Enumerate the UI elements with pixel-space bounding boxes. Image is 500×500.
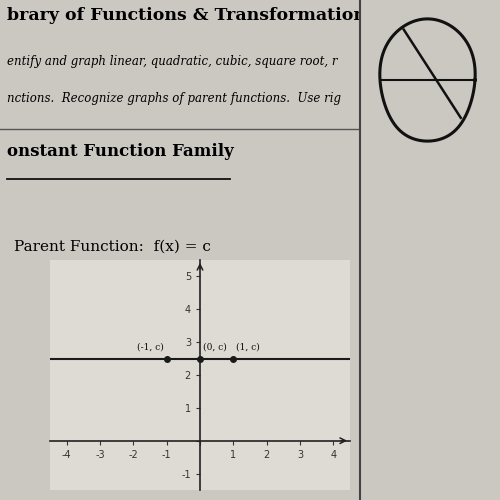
- Text: nctions.  Recognize graphs of parent functions.  Use rig: nctions. Recognize graphs of parent func…: [7, 92, 341, 105]
- Text: (0, c): (0, c): [202, 342, 226, 351]
- Text: onstant Function Family: onstant Function Family: [7, 142, 234, 160]
- Text: brary of Functions & Transformations of Func: brary of Functions & Transformations of …: [7, 7, 455, 24]
- Text: entify and graph linear, quadratic, cubic, square root, r: entify and graph linear, quadratic, cubi…: [7, 55, 338, 68]
- Text: Parent Function:  f(x) = c: Parent Function: f(x) = c: [14, 240, 211, 254]
- Text: (-1, c): (-1, c): [137, 342, 164, 351]
- Text: (1, c): (1, c): [236, 342, 260, 351]
